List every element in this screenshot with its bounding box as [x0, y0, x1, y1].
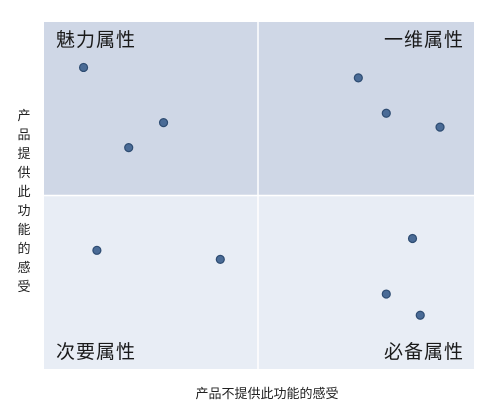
data-point	[381, 289, 391, 299]
quadrant-label-top-right: 一维属性	[384, 29, 464, 51]
data-point	[435, 122, 445, 132]
data-point	[92, 245, 102, 255]
point-layer	[78, 62, 445, 320]
data-point	[415, 310, 425, 320]
data-point	[215, 254, 225, 264]
data-point	[158, 118, 169, 128]
quadrant-layer	[44, 22, 474, 369]
quadrant-label-bottom-right: 必备属性	[384, 341, 464, 363]
y-axis-label: 产品提供此功能的感受	[17, 109, 30, 295]
divider-layer	[44, 22, 474, 369]
quadrant-top-right	[258, 22, 474, 196]
data-point	[78, 62, 89, 73]
quadrant-bottom-left	[44, 195, 258, 369]
quadrant-top-left	[44, 22, 258, 196]
data-point	[381, 108, 391, 118]
x-axis-label: 产品不提供此功能的感受	[195, 386, 338, 402]
quadrant-label-top-left: 魅力属性	[56, 29, 136, 51]
data-point	[353, 73, 363, 83]
data-point	[407, 233, 418, 244]
data-point	[124, 143, 134, 153]
quadrant-label-bottom-left: 次要属性	[56, 341, 136, 363]
quadrant-bottom-right	[258, 195, 474, 369]
